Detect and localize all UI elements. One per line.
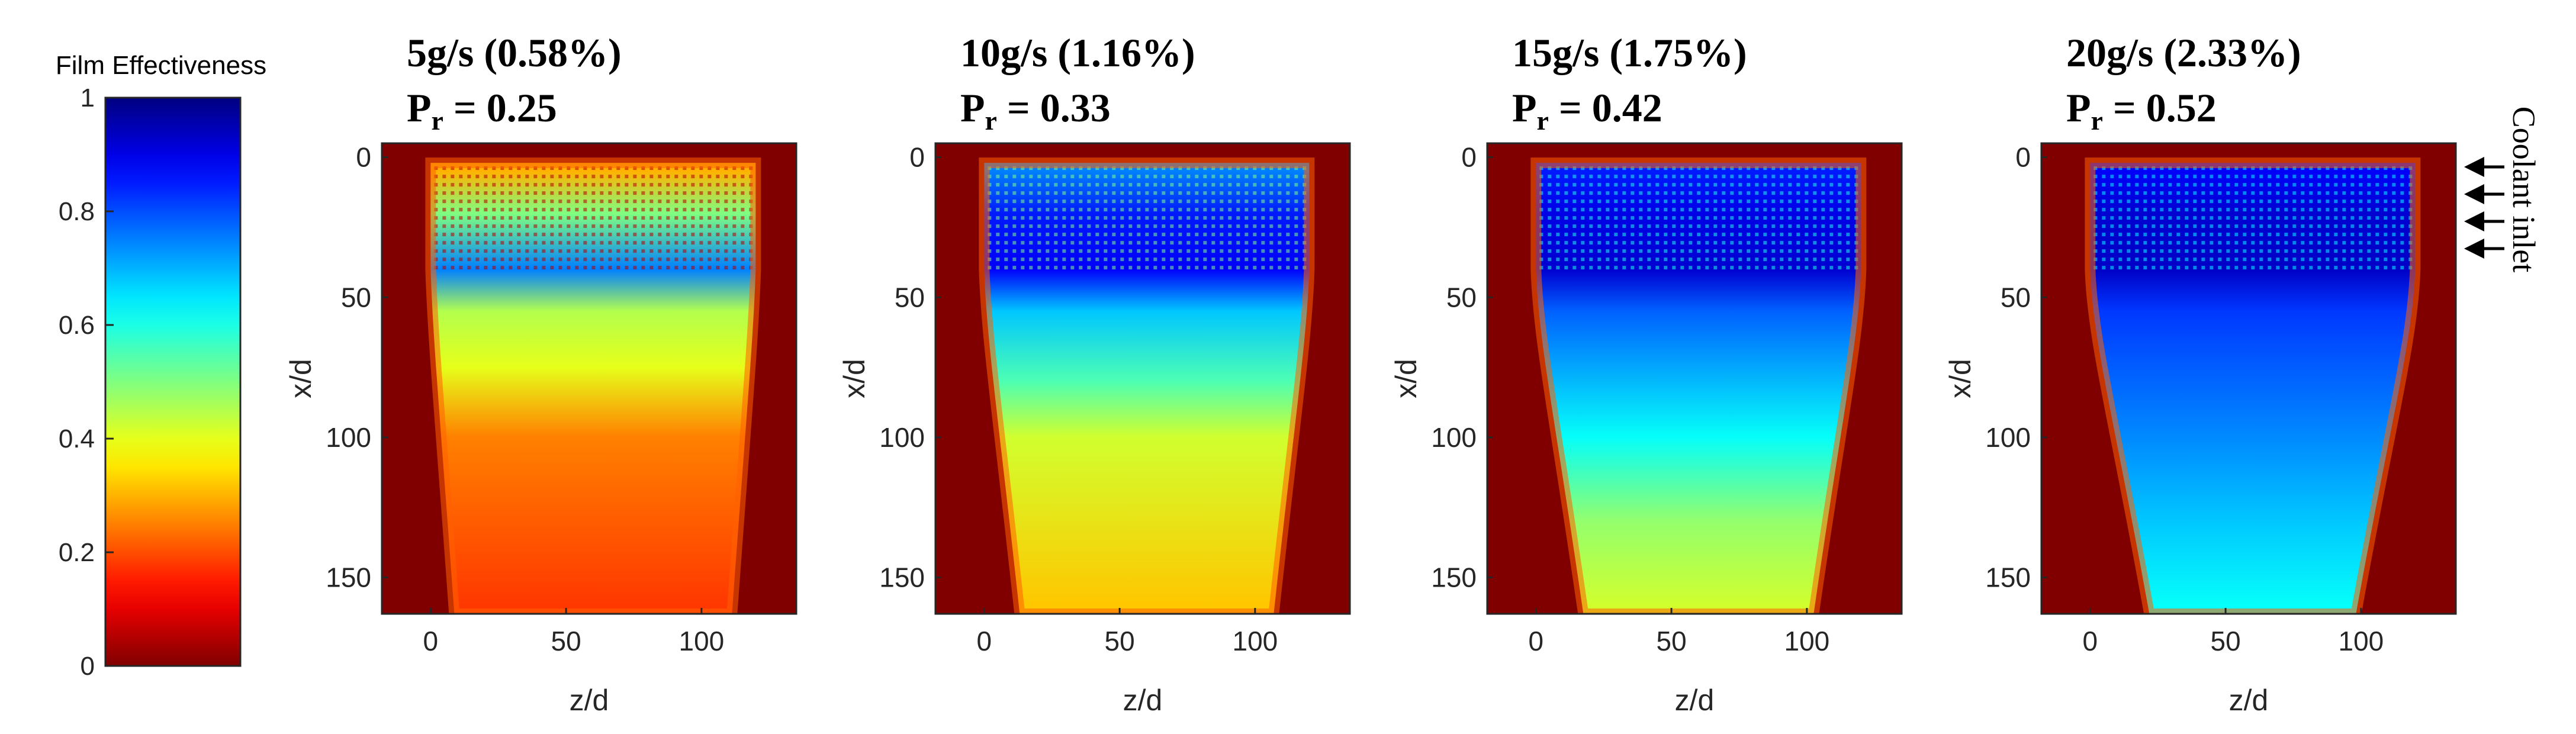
y-tick-label: 100 xyxy=(879,422,925,453)
coolant-inlet-annotation: Coolant inlet xyxy=(2464,107,2542,272)
panel-title: 15g/s (1.75%) xyxy=(1512,30,1747,75)
heatmap-area xyxy=(2041,143,2456,614)
panel-pressure-ratio: Pr = 0.33 xyxy=(960,85,1111,136)
y-tick-label: 150 xyxy=(326,562,371,593)
cooled-region-edge xyxy=(1530,157,1867,614)
panel-20gps: 20g/s (2.33%) Pr = 0.52 0 50 100 0 50 100 150 z/d… xyxy=(1944,30,2457,717)
x-tick-label: 0 xyxy=(977,626,992,656)
panel-title: 20g/s (2.33%) xyxy=(2066,30,2301,75)
y-tick-label: 0 xyxy=(1461,142,1477,173)
y-tick-label: 100 xyxy=(326,422,371,453)
colorbar-tick-label: 0.4 xyxy=(59,424,95,453)
colorbar-tick-label: 0.6 xyxy=(59,311,95,340)
x-axis-label: z/d xyxy=(1675,684,1715,717)
y-tick-label: 100 xyxy=(1431,422,1477,453)
y-axis-label: x/d xyxy=(838,359,871,398)
y-tick-label: 50 xyxy=(2001,282,2031,313)
y-tick-label: 0 xyxy=(909,142,925,173)
colorbar-tick-label: 1 xyxy=(81,83,95,112)
panel-pressure-ratio: Pr = 0.42 xyxy=(1512,85,1662,136)
heatmap-area xyxy=(382,143,796,614)
x-tick-label: 100 xyxy=(2338,626,2384,656)
cooled-region xyxy=(430,163,756,614)
y-tick-label: 50 xyxy=(1446,282,1477,313)
y-tick-label: 100 xyxy=(1985,422,2031,453)
y-tick-label: 50 xyxy=(895,282,925,313)
x-tick-label: 100 xyxy=(1784,626,1829,656)
panel-title: 5g/s (0.58%) xyxy=(407,30,622,75)
cooled-region xyxy=(984,163,1310,614)
x-tick-label: 0 xyxy=(2083,626,2098,656)
panel-pressure-ratio: Pr = 0.25 xyxy=(407,85,557,136)
cooled-region xyxy=(2090,163,2416,614)
colorbar-ticks: 0 0.2 0.4 0.6 0.8 1 xyxy=(59,83,114,681)
x-tick-label: 0 xyxy=(423,626,439,656)
x-tick-label: 50 xyxy=(551,626,581,656)
y-axis-label: x/d xyxy=(284,359,317,398)
inlet-arrows xyxy=(2464,157,2504,259)
x-tick-label: 100 xyxy=(678,626,724,656)
x-axis-label: z/d xyxy=(2229,684,2269,717)
panel-5gps: 5g/s (0.58%) Pr = 0.25 0 50 100 0 50 100 150 z/d x… xyxy=(284,30,797,717)
axes-frame xyxy=(381,142,797,615)
panel-15gps: 15g/s (1.75%) Pr = 0.42 0 50 100 0 50 100 150 z/d… xyxy=(1390,30,1903,717)
y-tick-label: 150 xyxy=(1431,562,1477,593)
x-tick-label: 50 xyxy=(1105,626,1135,656)
coolant-inlet-label: Coolant inlet xyxy=(2506,107,2542,272)
x-tick-label: 50 xyxy=(2211,626,2241,656)
cooled-region-edge xyxy=(2085,157,2421,614)
x-tick-label: 0 xyxy=(1529,626,1544,656)
panel-title: 10g/s (1.16%) xyxy=(960,30,1195,75)
heatmap-area xyxy=(1487,143,1902,614)
colorbar-tick-label: 0.8 xyxy=(59,197,95,226)
axes-frame xyxy=(2040,142,2457,615)
x-tick-label: 50 xyxy=(1657,626,1687,656)
colorbar-gradient xyxy=(104,96,242,667)
y-axis-label: x/d xyxy=(1390,359,1423,398)
cooled-region xyxy=(1536,163,1861,614)
y-tick-label: 0 xyxy=(2015,142,2031,173)
colorbar-tick-label: 0 xyxy=(81,652,95,681)
axes-frame xyxy=(1486,142,1903,615)
heatmap-area xyxy=(935,143,1350,614)
colorbar: Film Effectiveness 0 0.2 0.4 0.6 0.8 1 xyxy=(56,51,266,681)
y-tick-label: 150 xyxy=(1985,562,2031,593)
film-hole-array xyxy=(434,166,753,270)
cooled-region-edge xyxy=(979,157,1315,614)
colorbar-title: Film Effectiveness xyxy=(56,51,266,80)
inlet-arrow-head xyxy=(2464,211,2484,231)
y-axis-label: x/d xyxy=(1944,359,1977,398)
axes-frame xyxy=(934,142,1351,615)
cooled-region-edge xyxy=(425,157,761,614)
x-axis-label: z/d xyxy=(1123,684,1163,717)
panel-10gps: 10g/s (1.16%) Pr = 0.33 0 50 100 0 50 100 150 z/d… xyxy=(838,30,1351,717)
y-tick-label: 0 xyxy=(356,142,371,173)
inlet-arrow-head xyxy=(2464,184,2484,204)
y-tick-label: 150 xyxy=(879,562,925,593)
inlet-arrow-head xyxy=(2464,239,2484,259)
colorbar-tick-label: 0.2 xyxy=(59,538,95,567)
x-axis-label: z/d xyxy=(570,684,609,717)
inlet-arrow-head xyxy=(2464,157,2484,177)
y-tick-label: 50 xyxy=(341,282,371,313)
panel-pressure-ratio: Pr = 0.52 xyxy=(2066,85,2217,136)
x-tick-label: 100 xyxy=(1232,626,1278,656)
